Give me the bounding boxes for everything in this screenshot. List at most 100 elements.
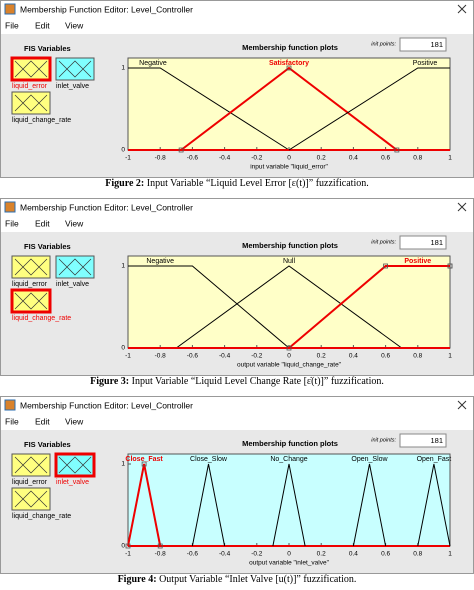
x-tick-label: 0.6 xyxy=(381,155,390,162)
x-tick-label: -0.8 xyxy=(155,155,167,162)
close-icon[interactable] xyxy=(457,4,467,14)
variable-box[interactable] xyxy=(11,255,51,279)
mf-label[interactable]: Satisfactory xyxy=(269,60,309,67)
y-tick-label: 1 xyxy=(121,65,125,72)
membership-function[interactable] xyxy=(352,463,387,547)
membership-function[interactable] xyxy=(128,67,290,151)
fis-label: FIS Variables xyxy=(24,242,71,251)
variable-box[interactable] xyxy=(10,56,52,82)
variable-box[interactable] xyxy=(11,487,51,511)
mf-handle xyxy=(447,263,453,269)
y-tick-label: 1 xyxy=(121,461,125,468)
variable-icon xyxy=(14,456,48,474)
x-tick-label: -0.2 xyxy=(251,353,263,360)
variable-box[interactable] xyxy=(11,453,51,477)
window-title: Membership Function Editor: Level_Contro… xyxy=(20,4,193,14)
mf-label[interactable]: Open_Slow xyxy=(351,456,388,463)
mf-handle xyxy=(286,345,292,351)
menu-item[interactable]: View xyxy=(65,416,84,426)
mf-label[interactable]: Close_Slow xyxy=(190,456,228,463)
plot-area xyxy=(127,255,451,349)
init-points-value: 181 xyxy=(430,436,443,445)
mf-handle xyxy=(125,543,131,549)
x-tick-label: 0 xyxy=(287,155,291,162)
variable-label[interactable]: inlet_valve xyxy=(56,281,89,288)
init-points-value: 181 xyxy=(430,238,443,247)
menu-item[interactable]: Edit xyxy=(35,218,50,228)
x-tick-label: -1 xyxy=(125,155,131,162)
x-tick-label: 0.2 xyxy=(317,551,326,558)
variable-icon xyxy=(58,258,92,276)
x-tick-label: 0.6 xyxy=(381,353,390,360)
x-tick-label: 0.2 xyxy=(317,353,326,360)
x-tick-label: -1 xyxy=(125,551,131,558)
menu-item[interactable]: File xyxy=(5,218,19,228)
caption: Figure 4: Output Variable “Inlet Valve [… xyxy=(118,574,357,585)
init-points-box[interactable] xyxy=(399,37,447,52)
menu-item[interactable]: Edit xyxy=(35,20,50,30)
mf-handle xyxy=(394,147,400,153)
x-tick-label: 1 xyxy=(448,353,452,360)
variable-box[interactable] xyxy=(55,57,95,81)
membership-function[interactable] xyxy=(128,265,290,349)
mf-label[interactable]: Negative xyxy=(139,60,167,67)
mf-label[interactable]: Close_Fast xyxy=(125,456,163,463)
mf-label[interactable]: Open_Fast xyxy=(417,456,452,463)
close-icon[interactable] xyxy=(457,400,467,410)
close-icon[interactable] xyxy=(457,202,467,212)
y-tick-label: 1 xyxy=(121,263,125,270)
membership-function[interactable] xyxy=(191,463,226,547)
menu-item[interactable]: File xyxy=(5,20,19,30)
variable-label[interactable]: liquid_change_rate xyxy=(12,315,71,322)
membership-function[interactable] xyxy=(288,265,450,349)
title-bar xyxy=(1,199,473,215)
variable-label[interactable]: inlet_valve xyxy=(56,479,89,486)
caption-text: Input Variable “Liquid Level Change Rate… xyxy=(129,376,384,387)
variable-icon xyxy=(14,60,48,78)
title-bar xyxy=(1,1,473,17)
mf-handle xyxy=(178,147,184,153)
membership-function[interactable] xyxy=(180,66,398,151)
menu-item[interactable]: Edit xyxy=(35,416,50,426)
init-points-value: 181 xyxy=(430,40,443,49)
mf-label[interactable]: No_Change xyxy=(270,456,307,463)
x-tick-label: 0.8 xyxy=(413,551,422,558)
plot-title: Membership function plots xyxy=(242,439,338,448)
variable-label[interactable]: liquid_change_rate xyxy=(12,117,71,124)
x-tick-label: 1 xyxy=(448,155,452,162)
menu-item[interactable]: View xyxy=(65,218,84,228)
variable-box[interactable] xyxy=(54,452,96,478)
fis-label: FIS Variables xyxy=(24,440,71,449)
variable-box[interactable] xyxy=(10,288,52,314)
mf-label[interactable]: Null xyxy=(283,258,296,265)
variable-label[interactable]: liquid_change_rate xyxy=(12,513,71,520)
mf-label[interactable]: Negative xyxy=(146,258,174,265)
init-points-label: init points: xyxy=(371,239,396,245)
variable-icon xyxy=(14,258,48,276)
membership-function[interactable] xyxy=(288,67,450,151)
variable-label[interactable]: inlet_valve xyxy=(56,83,89,90)
init-points-box[interactable] xyxy=(399,433,447,448)
variable-icon xyxy=(58,456,92,474)
y-tick-label: 0 xyxy=(121,543,125,550)
x-tick-label: -0.4 xyxy=(219,353,231,360)
mf-handle xyxy=(286,65,292,71)
membership-function[interactable] xyxy=(176,265,402,349)
variable-label[interactable]: liquid_error xyxy=(12,83,48,90)
variable-box[interactable] xyxy=(55,255,95,279)
x-axis-label: input variable "liquid_error" xyxy=(250,164,328,171)
menu-item[interactable]: File xyxy=(5,416,19,426)
variable-label[interactable]: liquid_error xyxy=(12,479,48,486)
menu-item[interactable]: View xyxy=(65,20,84,30)
membership-function[interactable] xyxy=(417,463,451,547)
x-tick-label: 0.8 xyxy=(413,353,422,360)
variable-box[interactable] xyxy=(11,91,51,115)
membership-function[interactable] xyxy=(272,463,306,547)
x-axis-label: output variable "liquid_change_rate" xyxy=(237,362,342,369)
membership-function[interactable] xyxy=(127,463,162,547)
mf-label[interactable]: Positive xyxy=(404,258,431,265)
mf-label[interactable]: Positive xyxy=(413,60,438,67)
init-points-box[interactable] xyxy=(399,235,447,250)
x-tick-label: 0.8 xyxy=(413,155,422,162)
variable-label[interactable]: liquid_error xyxy=(12,281,48,288)
